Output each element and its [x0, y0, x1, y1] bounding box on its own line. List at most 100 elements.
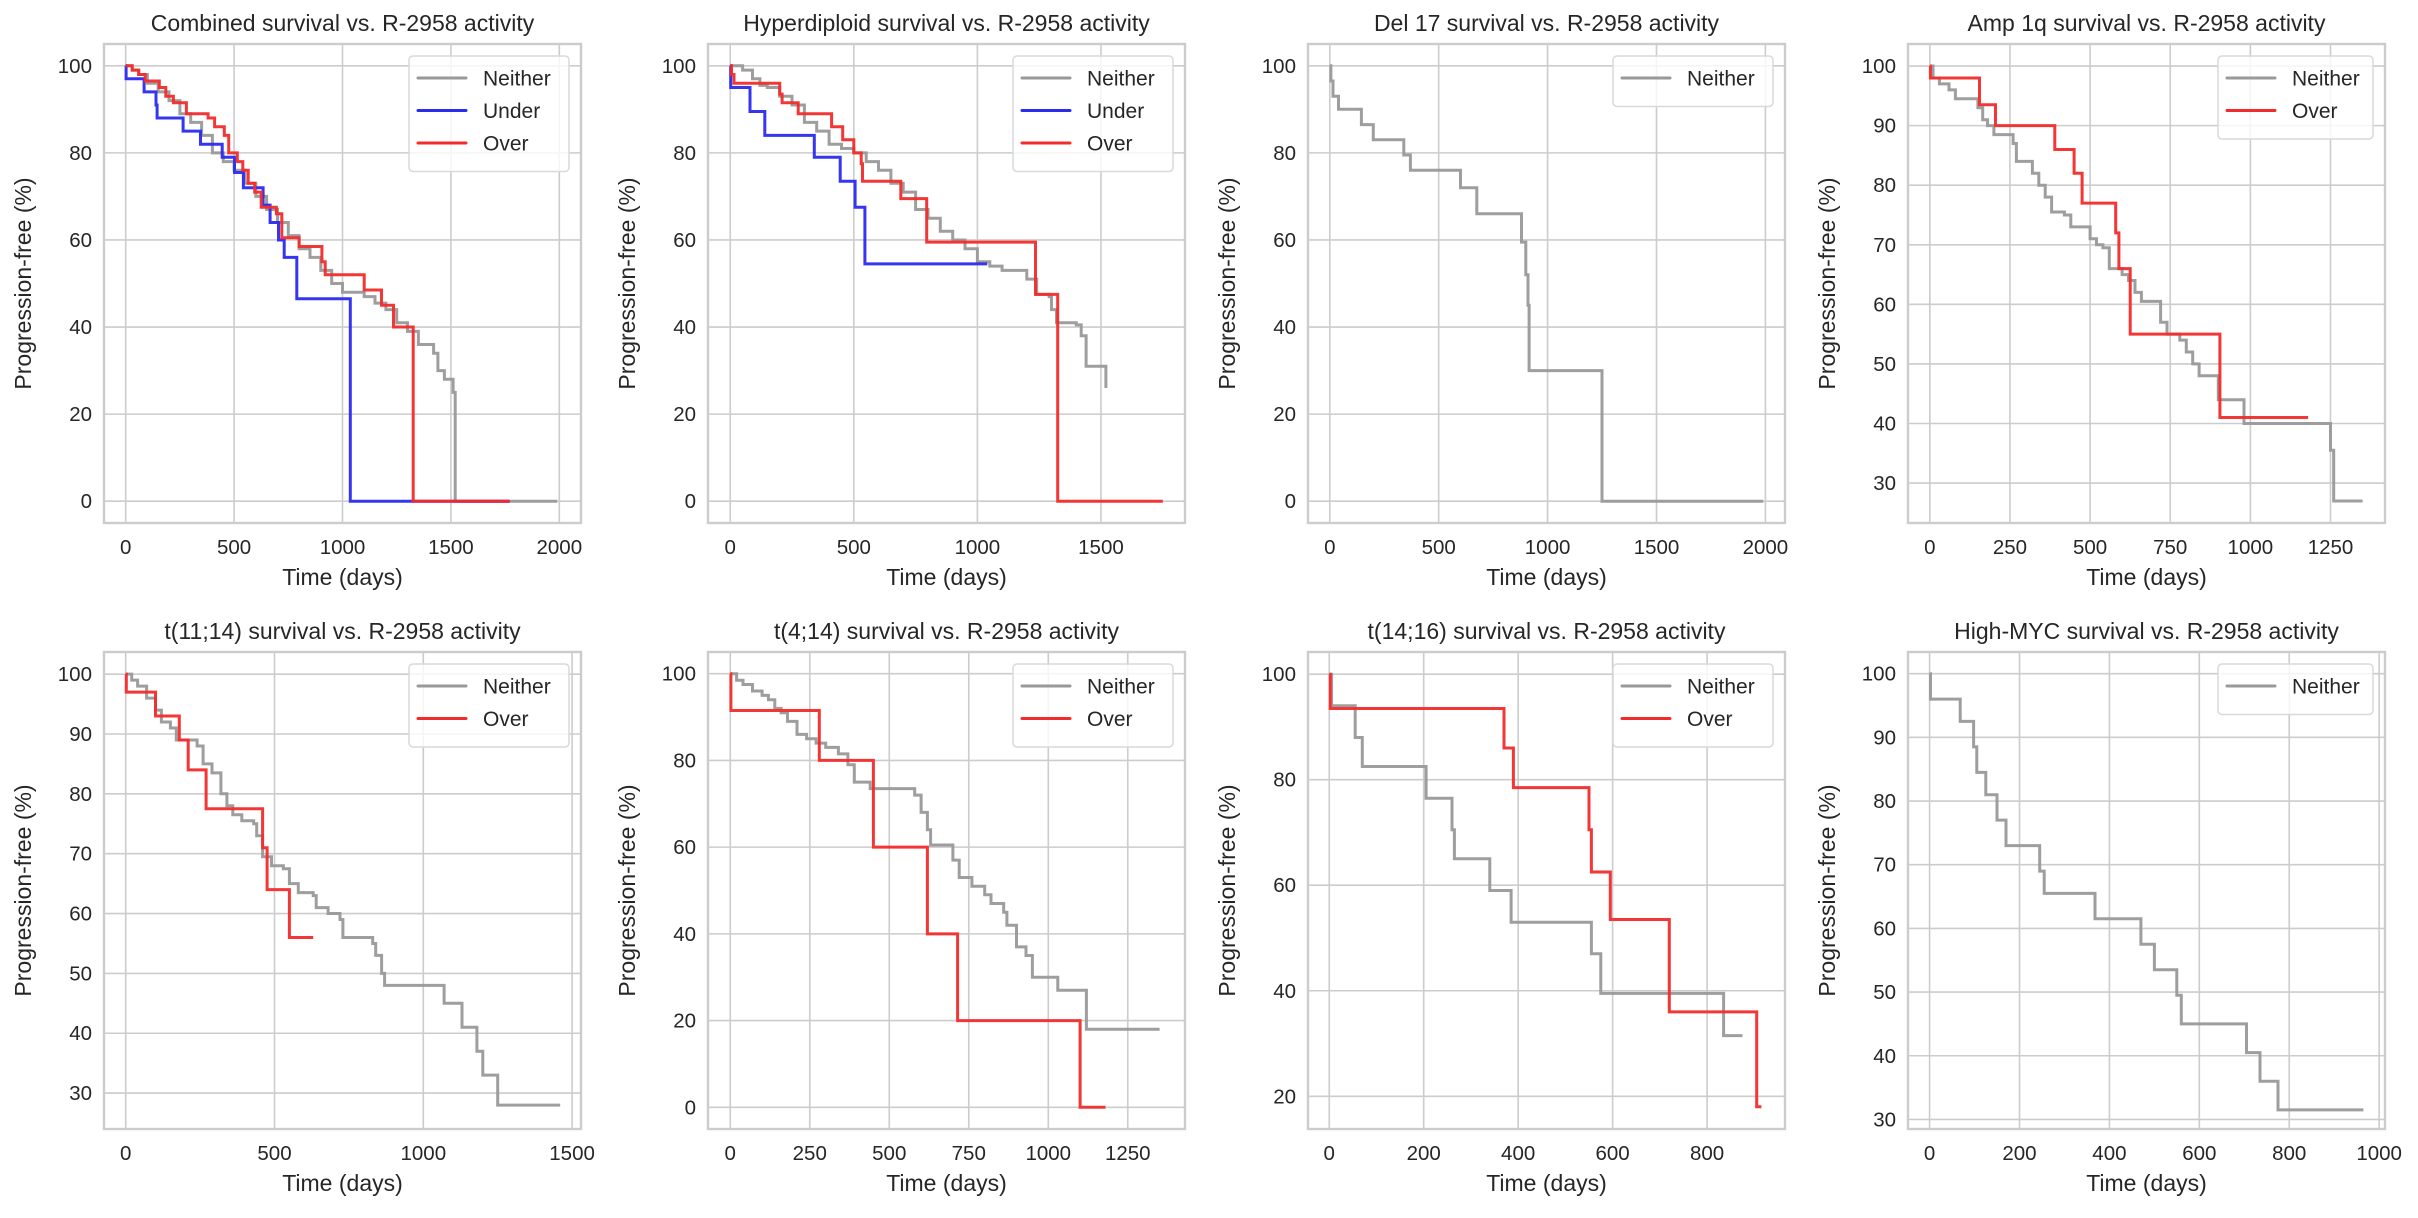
subplot-1: Combined survival vs. R-2958 activity 0 50…: [10, 10, 583, 590]
axes-frame: [706, 650, 1187, 1131]
x-tick-label: 0: [120, 536, 131, 559]
legend-item-over: Over: [1620, 708, 1733, 731]
series-line-over: [730, 64, 1163, 503]
legend-label: Over: [483, 133, 529, 156]
grid-lines: [1908, 652, 2385, 1129]
y-tick-label: 80: [1873, 790, 1896, 813]
series-line-neither: [1929, 64, 2363, 503]
y-tick-label: 100: [1262, 55, 1296, 78]
subplot-3: Del 17 survival vs. R-2958 activity 0 500 1…: [1214, 10, 1788, 590]
y-tick-label: 30: [1873, 1108, 1896, 1131]
x-tick-label: 1500: [1078, 536, 1124, 559]
legend: Neither Over: [1612, 663, 1774, 748]
legend-item-neither: Neither: [1020, 68, 1155, 91]
legend-item-under: Under: [416, 100, 540, 123]
series-lines: [1928, 64, 2363, 503]
series-lines: [1929, 672, 2364, 1112]
y-axis-label: Progression-free (%): [10, 177, 36, 389]
x-tick-label: 1500: [549, 1142, 595, 1165]
x-tick-label: 400: [1501, 1142, 1535, 1165]
y-tick-label: 80: [1873, 174, 1896, 197]
y-tick-label: 60: [673, 836, 696, 859]
y-tick-label: 40: [1273, 980, 1296, 1003]
series-line-over: [729, 672, 1106, 1109]
y-tick-label: 40: [69, 1022, 92, 1045]
axes-frame: [1906, 650, 2387, 1131]
subplot-title: t(14;16) survival vs. R-2958 activity: [1368, 618, 1726, 644]
x-tick-label: 200: [2002, 1142, 2036, 1165]
y-tick-label: 40: [673, 316, 696, 339]
y-tick-label: 50: [1873, 981, 1896, 1004]
legend: Neither Over: [1012, 663, 1174, 748]
legend-item-neither: Neither: [2225, 68, 2360, 91]
y-tick-label: 100: [662, 663, 696, 686]
y-tick-label: 70: [1873, 854, 1896, 877]
y-tick-label: 100: [58, 663, 92, 686]
y-tick-label: 80: [673, 749, 696, 772]
grid-lines: [1908, 44, 2385, 523]
series-lines: [729, 672, 1160, 1109]
subplot-7: t(14;16) survival vs. R-2958 activity 0 20…: [1214, 618, 1787, 1196]
x-tick-label: 0: [120, 1142, 131, 1165]
x-tick-label: 1250: [1105, 1142, 1151, 1165]
legend-label: Neither: [1687, 68, 1755, 91]
legend: Neither Under Over: [408, 55, 570, 173]
y-tick-label: 80: [1273, 142, 1296, 165]
series-line-neither: [1329, 672, 1743, 1038]
legend: Neither: [2217, 663, 2374, 716]
subplot-8: High-MYC survival vs. R-2958 activity 0 20…: [1814, 618, 2402, 1196]
legend-label: Over: [1087, 133, 1133, 156]
axes-frame: [102, 42, 583, 525]
legend-label: Neither: [1087, 68, 1155, 91]
y-tick-label: 20: [673, 403, 696, 426]
y-tick-label: 40: [69, 316, 92, 339]
y-tick-label: 80: [673, 142, 696, 165]
legend-label: Neither: [2292, 676, 2360, 699]
series-line-over: [124, 672, 314, 939]
legend-label: Over: [2292, 100, 2338, 123]
x-tick-label: 0: [725, 1142, 736, 1165]
x-tick-label: 500: [2073, 536, 2107, 559]
subplot-title: t(11;14) survival vs. R-2958 activity: [164, 618, 521, 644]
y-tick-label: 40: [1273, 316, 1296, 339]
y-tick-label: 60: [1273, 229, 1296, 252]
y-tick-label: 90: [69, 723, 92, 746]
y-tick-label: 40: [673, 923, 696, 946]
x-tick-label: 1000: [1525, 536, 1571, 559]
series-line-under: [729, 64, 988, 266]
legend-item-neither: Neither: [1620, 676, 1755, 699]
legend: Neither: [1612, 55, 1774, 108]
y-tick-label: 0: [81, 490, 92, 513]
legend-item-neither: Neither: [1620, 68, 1755, 91]
x-tick-label: 1500: [428, 536, 474, 559]
x-tick-label: 750: [2153, 536, 2187, 559]
y-tick-label: 90: [1873, 726, 1896, 749]
y-tick-label: 100: [1262, 663, 1296, 686]
x-tick-label: 500: [837, 536, 871, 559]
x-tick-label: 2000: [537, 536, 583, 559]
subplot-title: Del 17 survival vs. R-2958 activity: [1374, 10, 1720, 36]
y-tick-label: 50: [69, 962, 92, 985]
x-tick-label: 250: [793, 1142, 827, 1165]
x-tick-label: 200: [1407, 1142, 1441, 1165]
legend-label: Neither: [2292, 68, 2360, 91]
legend-item-over: Over: [416, 133, 529, 156]
y-tick-label: 100: [1862, 55, 1896, 78]
x-tick-label: 500: [872, 1142, 906, 1165]
x-axis-label: Time (days): [2086, 564, 2207, 590]
legend-label: Over: [483, 708, 529, 731]
x-tick-label: 1500: [1634, 536, 1680, 559]
y-tick-label: 20: [69, 403, 92, 426]
x-tick-label: 1000: [2228, 536, 2274, 559]
y-axis-label: Progression-free (%): [1214, 784, 1240, 996]
series-lines: [124, 64, 558, 503]
y-tick-label: 0: [685, 1096, 696, 1119]
y-tick-label: 20: [1273, 1085, 1296, 1108]
grid-lines: [1308, 652, 1785, 1129]
subplot-6: t(4;14) survival vs. R-2958 activity 0 250…: [614, 618, 1187, 1196]
y-axis-label: Progression-free (%): [10, 784, 36, 996]
x-tick-label: 1000: [400, 1142, 446, 1165]
legend-label: Neither: [483, 68, 551, 91]
subplot-5: t(11;14) survival vs. R-2958 activity 0 50…: [10, 618, 595, 1196]
